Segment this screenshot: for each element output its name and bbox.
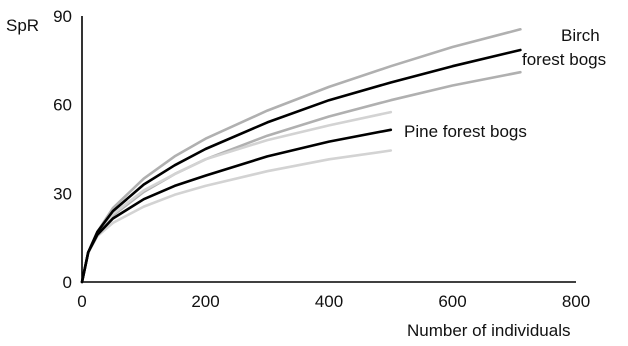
x-tick-labels: 0 200 400 600 800: [77, 292, 590, 311]
series-line-pine: [80, 128, 393, 284]
annotation-birch-line1: Birch: [561, 26, 600, 45]
y-tick-label: 0: [63, 273, 72, 292]
annotation-pine: Pine forest bogs: [404, 122, 527, 141]
x-tick-label: 0: [77, 292, 86, 311]
series-line-birch-upper: [80, 28, 522, 284]
x-axis-title: Number of individuals: [407, 321, 570, 340]
x-tick-label: 800: [562, 292, 590, 311]
y-tick-label: 30: [53, 184, 72, 203]
axis-layer: [81, 16, 576, 283]
y-tick-label: 60: [53, 96, 72, 115]
x-tick-label: 600: [438, 292, 466, 311]
series-layer: [80, 28, 522, 284]
annotation-birch-line2: forest bogs: [522, 50, 606, 69]
series-line-pine-lower: [80, 149, 393, 284]
y-tick-label: 90: [53, 7, 72, 26]
x-tick-label: 400: [315, 292, 343, 311]
y-tick-labels: 0 30 60 90: [53, 7, 72, 292]
y-axis-title: SpR: [6, 16, 39, 35]
x-tick-label: 200: [191, 292, 219, 311]
